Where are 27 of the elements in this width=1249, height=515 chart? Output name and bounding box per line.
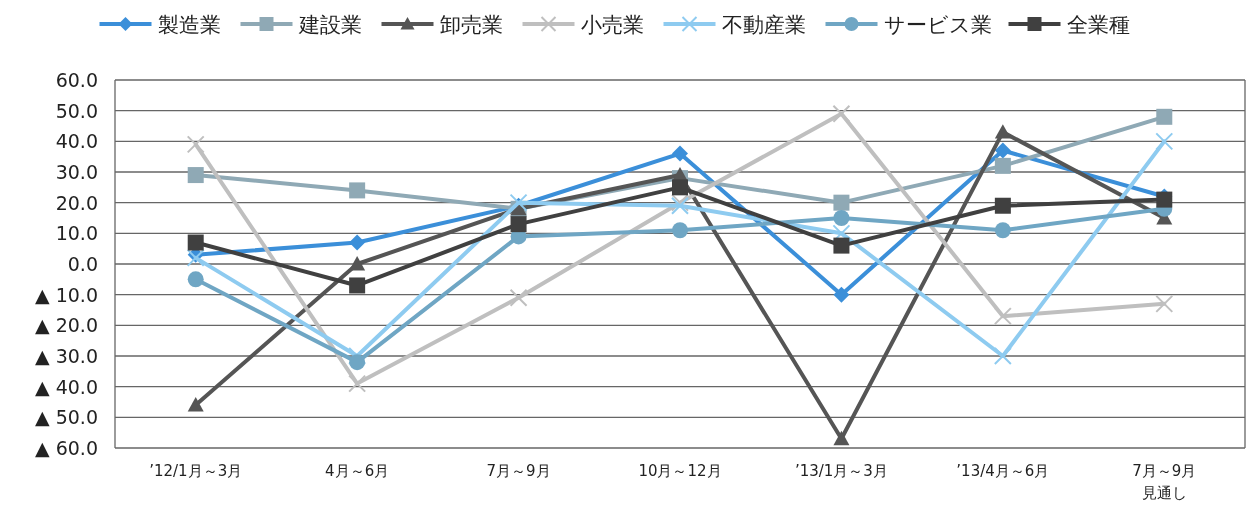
y-tick-label: ▲ 60.0 xyxy=(35,437,98,459)
y-tick-label: 50.0 xyxy=(55,99,98,122)
y-tick-label: 0.0 xyxy=(67,253,98,275)
x-tick-label: 7月～9月見通し xyxy=(1132,462,1197,502)
y-tick-label: 60.0 xyxy=(55,69,98,91)
y-tick-label: ▲ 10.0 xyxy=(35,283,98,306)
legend-label: 卸売業 xyxy=(439,13,503,37)
x-tick-label: 4月～6月 xyxy=(325,462,390,480)
legend-label: 不動産業 xyxy=(721,13,806,37)
y-tick-label: ▲ 20.0 xyxy=(35,314,98,337)
y-tick-label: ▲ 30.0 xyxy=(35,345,98,367)
legend-label: 小売業 xyxy=(580,13,644,37)
y-tick-label: 10.0 xyxy=(55,222,98,245)
legend-label: 全業種 xyxy=(1066,13,1130,37)
legend-label: 建設業 xyxy=(297,13,362,37)
x-tick-label: ’13/4月～6月 xyxy=(956,462,1050,480)
legend-label: 製造業 xyxy=(157,13,221,37)
x-tick-label: 10月～12月 xyxy=(638,462,722,480)
y-tick-label: 20.0 xyxy=(55,191,98,214)
y-tick-label: 40.0 xyxy=(55,130,98,153)
x-tick-label: ’13/1月～3月 xyxy=(794,462,888,480)
y-tick-label: ▲ 40.0 xyxy=(35,375,98,398)
x-tick-label: ’12/1月～3月 xyxy=(149,462,243,480)
y-tick-label: 30.0 xyxy=(55,161,98,183)
y-tick-label: ▲ 50.0 xyxy=(35,406,98,429)
x-tick-label: 7月～9月 xyxy=(486,462,551,480)
legend-label: サービス業 xyxy=(883,13,992,37)
